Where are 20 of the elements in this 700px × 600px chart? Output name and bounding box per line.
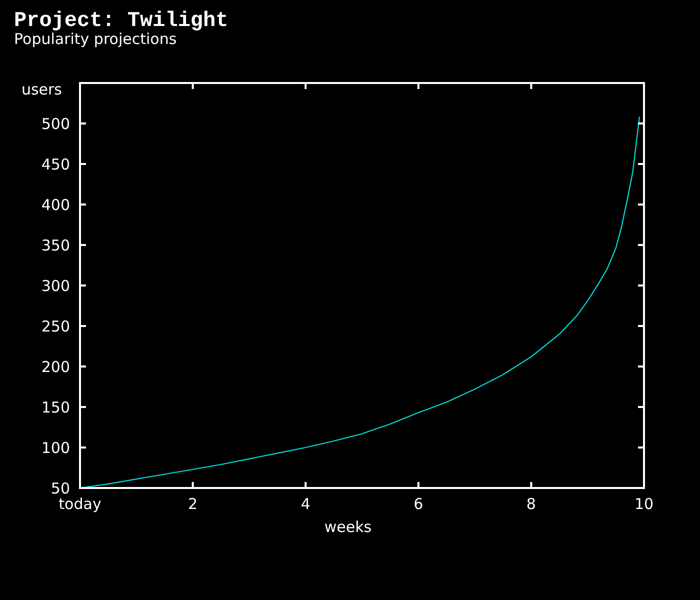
y-tick-label: 100	[41, 438, 70, 457]
x-tick-label: 8	[526, 495, 536, 513]
y-tick-label: 350	[41, 236, 70, 254]
y-tick-label: 150	[41, 398, 70, 416]
chart-subtitle: Popularity projections	[14, 30, 177, 48]
y-tick-label: 200	[41, 358, 70, 376]
y-axis-title: users	[21, 80, 62, 98]
y-tick-label: 300	[41, 276, 70, 295]
x-tick-label: 4	[300, 495, 310, 513]
x-axis-title: weeks	[324, 518, 372, 536]
y-tick-label: 500	[41, 114, 70, 133]
y-tick-label: 450	[41, 155, 70, 174]
x-tick-label: 6	[414, 495, 424, 513]
y-tick-label: 400	[41, 196, 70, 214]
x-tick-label: today	[58, 495, 102, 513]
y-tick-label: 250	[41, 317, 70, 336]
x-tick-label: 2	[188, 495, 198, 513]
y-tick-label: 50	[50, 479, 70, 498]
chart-title: Project: Twilight	[14, 10, 228, 33]
x-tick-label: 10	[634, 495, 654, 513]
